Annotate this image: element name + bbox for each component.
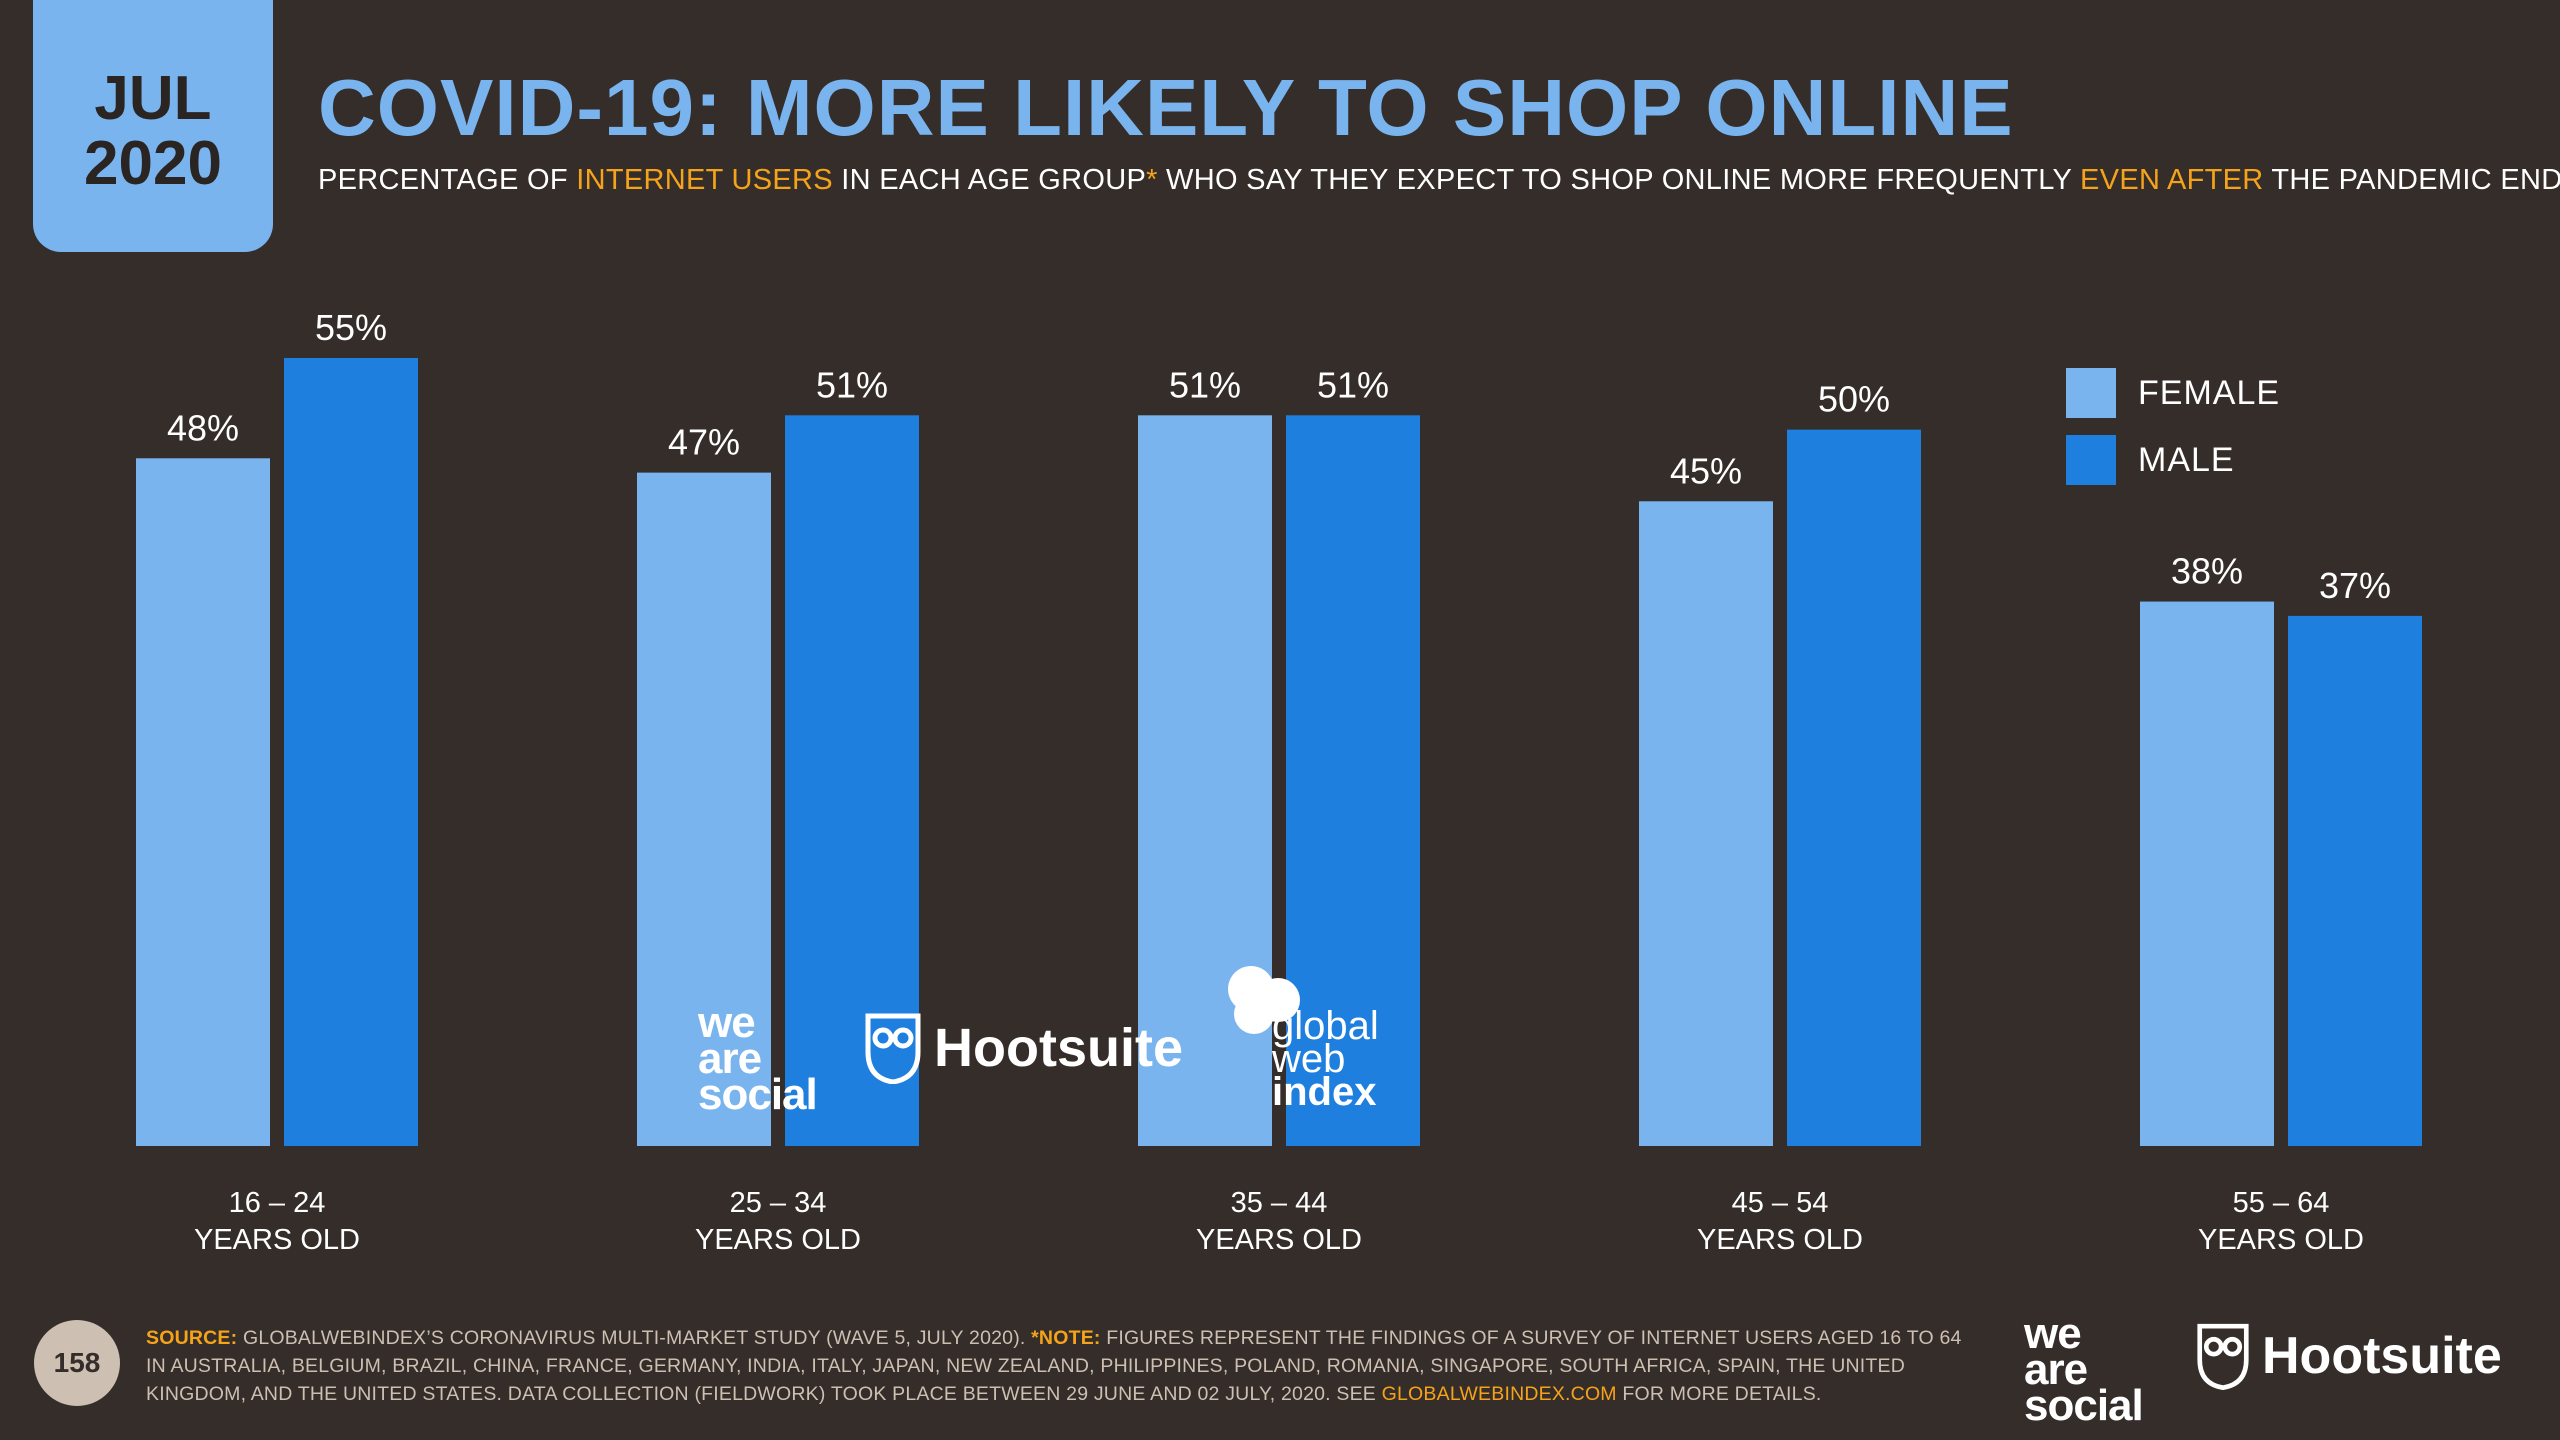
subtitle-highlight-2: *	[1146, 164, 1158, 196]
category-label-1: 16 – 24	[229, 1187, 326, 1219]
category-label-4: 45 – 54	[1732, 1187, 1829, 1219]
gwi-blob	[1234, 994, 1274, 1034]
data-label-female-4: 45%	[1670, 450, 1742, 491]
gwi-text: global web index	[1272, 1004, 1379, 1114]
category-label-3: YEARS OLD	[1196, 1224, 1362, 1256]
owl-icon	[865, 1013, 921, 1084]
bar-male-5	[2288, 615, 2422, 1146]
logo-line: we	[698, 998, 756, 1047]
date-year: 2020	[84, 129, 222, 198]
category-label-4: YEARS OLD	[1697, 1224, 1863, 1256]
subtitle-highlight-1: INTERNET USERS	[576, 164, 833, 196]
source-link[interactable]: GLOBALWEBINDEX.COM	[1381, 1383, 1617, 1405]
bar-male-3	[1286, 415, 1420, 1146]
legend-swatch-male	[2066, 435, 2116, 485]
subtitle-text-2: IN EACH AGE GROUP	[832, 164, 1147, 196]
logo-line: index	[1272, 1069, 1377, 1114]
legend-item-female: FEMALE	[2066, 368, 2280, 418]
hootsuite-name: Hootsuite	[934, 1017, 1183, 1078]
footer-hootsuite-name: Hootsuite	[2262, 1326, 2502, 1385]
bar-female-4	[1639, 501, 1773, 1147]
bar-male-2	[785, 415, 919, 1146]
page-title: COVID-19: MORE LIKELY TO SHOP ONLINE	[318, 63, 2014, 152]
logo-line: are	[698, 1034, 762, 1084]
data-label-female-1: 48%	[167, 407, 239, 448]
logo-line: social	[698, 1070, 818, 1120]
data-label-male-2: 51%	[816, 364, 888, 405]
category-label-3: 35 – 44	[1231, 1187, 1328, 1219]
subtitle-highlight-3: EVEN AFTER	[2080, 164, 2264, 196]
date-month: JUL	[94, 63, 212, 133]
logo-line: global	[1272, 1004, 1379, 1048]
hootsuite-logo: Hootsuite	[864, 1012, 1183, 1084]
data-label-male-4: 50%	[1818, 379, 1890, 420]
bar-female-1	[136, 458, 270, 1147]
we-are-social-logo: we are social	[698, 998, 818, 1120]
data-label-female-5: 38%	[2171, 551, 2243, 592]
date-badge: JUL 2020	[33, 0, 273, 252]
globalwebindex-logo: global web index	[1228, 950, 1388, 1114]
bar-male-1	[284, 358, 418, 1146]
bar-female-2	[637, 472, 771, 1147]
data-label-male-1: 55%	[315, 307, 387, 348]
data-label-female-3: 51%	[1169, 364, 1241, 405]
subtitle-text-1: PERCENTAGE OF	[318, 164, 577, 196]
note-text: FIGURES REPRESENT THE FINDINGS OF A SURV…	[146, 1327, 1962, 1405]
subtitle-text-4: THE PANDEMIC ENDS	[2263, 164, 2560, 196]
bar-female-5	[2140, 601, 2274, 1146]
category-label-2: 25 – 34	[730, 1187, 827, 1219]
source-key: SOURCE:	[146, 1327, 238, 1349]
logo-line: we	[2024, 1309, 2082, 1358]
owl-icon	[2197, 1323, 2249, 1390]
category-label-5: YEARS OLD	[2198, 1224, 2364, 1256]
category-label-1: YEARS OLD	[194, 1224, 360, 1256]
footer-we-are-social-logo: we are social	[2024, 1309, 2144, 1431]
chart-legend: FEMALE MALE	[2066, 368, 2280, 502]
source-footnote: SOURCE: GLOBALWEBINDEX’S CORONAVIRUS MUL…	[146, 1324, 1976, 1408]
bar-male-4	[1787, 429, 1921, 1146]
data-label-female-2: 47%	[668, 422, 740, 463]
logo-line: web	[1272, 1036, 1346, 1081]
data-label-male-5: 37%	[2319, 565, 2391, 606]
legend-label-male: MALE	[2138, 440, 2235, 479]
legend-swatch-female	[2066, 368, 2116, 418]
page-number: 158	[34, 1320, 120, 1406]
note-key: *NOTE:	[1031, 1327, 1101, 1349]
source-text: GLOBALWEBINDEX’S CORONAVIRUS MULTI-MARKE…	[237, 1327, 1032, 1349]
legend-label-female: FEMALE	[2138, 373, 2281, 412]
legend-item-male: MALE	[2066, 435, 2280, 485]
data-label-male-3: 51%	[1317, 364, 1389, 405]
category-label-5: 55 – 64	[2233, 1187, 2330, 1219]
page-subtitle: PERCENTAGE OF INTERNET USERS IN EACH AGE…	[318, 164, 2560, 197]
footer-hootsuite-logo: Hootsuite	[2196, 1322, 2502, 1390]
logo-line: are	[2024, 1345, 2088, 1395]
subtitle-text-3: WHO SAY THEY EXPECT TO SHOP ONLINE MORE …	[1157, 164, 2081, 196]
note-end: FOR MORE DETAILS.	[1616, 1383, 1822, 1405]
category-label-2: YEARS OLD	[695, 1224, 861, 1256]
logo-line: social	[2024, 1381, 2144, 1431]
